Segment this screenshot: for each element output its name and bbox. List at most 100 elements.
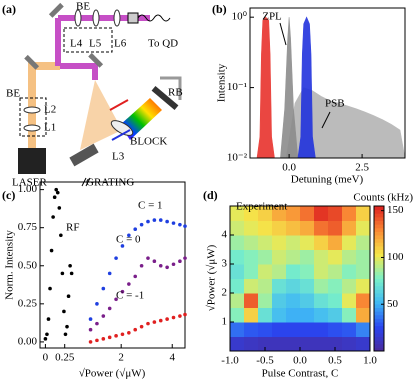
point (146, 256, 150, 260)
point (127, 282, 131, 286)
colorbar-step (374, 213, 384, 218)
colorbar-step (374, 238, 384, 243)
heat-cell (244, 278, 259, 294)
heat-cell (342, 322, 357, 337)
label: RB (168, 87, 183, 99)
colorbar-step (374, 293, 384, 298)
label: L3 (112, 151, 125, 163)
point (152, 259, 157, 263)
mirror (48, 2, 64, 18)
point (158, 218, 163, 222)
point (45, 332, 49, 337)
heat-cell (244, 220, 259, 236)
heat-cell (258, 249, 273, 265)
point (88, 340, 93, 344)
grating (69, 143, 99, 167)
colorbar-step (374, 300, 384, 305)
x-tick-label: 2.5 (355, 162, 369, 174)
heat-cell (286, 235, 301, 250)
y-tick-label: 3 (222, 258, 228, 270)
area (280, 17, 299, 159)
point (146, 321, 150, 326)
axis-break (85, 177, 91, 187)
label: L6 (114, 38, 127, 50)
label: BE (76, 1, 90, 13)
colorbar-step (374, 253, 384, 258)
pointer (321, 111, 331, 129)
lens (92, 9, 100, 27)
heat-cell (272, 293, 287, 308)
point (54, 187, 59, 192)
point (165, 219, 169, 224)
point (139, 324, 144, 329)
heat-cell (230, 322, 245, 337)
lens (113, 9, 121, 27)
point (95, 321, 99, 326)
heat-cell (272, 278, 287, 294)
point (114, 297, 118, 302)
be-box (63, 27, 113, 53)
point (165, 265, 169, 270)
heat-cell (314, 336, 329, 352)
panel-label: (b) (212, 2, 227, 16)
colorbar-tick-label: 100 (387, 251, 404, 263)
label: L5 (89, 38, 102, 50)
heat-cell (286, 206, 301, 221)
heat-cell (356, 220, 371, 236)
heat-cell (258, 206, 273, 221)
series-label: RF (66, 222, 79, 234)
point (51, 215, 55, 219)
heat-cell (272, 307, 287, 323)
point (178, 222, 182, 227)
heat-cell (342, 235, 357, 250)
point (158, 263, 163, 268)
label: BE (6, 88, 20, 100)
point (133, 227, 138, 232)
y-tick-label: 0.50 (18, 259, 38, 271)
y-tick-label: 4 (222, 229, 228, 241)
point (127, 233, 131, 238)
heat-cell (356, 307, 371, 323)
panel-label: (d) (203, 188, 218, 202)
point (178, 259, 182, 263)
heatmap-title: Experiment (236, 201, 287, 213)
x-tick-label: 0.0 (282, 162, 296, 174)
colorbar-step (374, 340, 384, 345)
colorbar-step (374, 231, 384, 236)
setup-diagram: (a) BE L4 L5 L6 To QD BE L2 L1 LASER RB … (2, 1, 183, 189)
colorbar-step (374, 260, 384, 265)
heat-cell (300, 249, 315, 265)
heat-cell (300, 206, 315, 221)
heat-cell (230, 293, 245, 308)
point (183, 224, 187, 228)
heat-cell (314, 249, 329, 265)
point (46, 317, 51, 321)
x-axis-label: Pulse Contrast, C (262, 368, 339, 380)
point (139, 263, 144, 268)
heat-cell (300, 264, 315, 279)
point (59, 233, 63, 238)
point (101, 286, 106, 291)
label: To QD (148, 38, 178, 50)
colorbar-step (374, 347, 384, 352)
lens (74, 9, 82, 27)
y-tick-label: 1.00 (18, 183, 38, 195)
heat-cell (230, 336, 245, 352)
point (57, 206, 62, 210)
heat-cell (272, 249, 287, 265)
point (49, 248, 54, 253)
colorbar-step (374, 282, 384, 287)
heat-cell (328, 264, 343, 279)
point (95, 338, 99, 343)
point (133, 327, 138, 332)
heat-cell (272, 235, 287, 250)
x-tick-label: 2 (118, 352, 124, 364)
heat-cell (258, 322, 273, 337)
heat-cell (272, 220, 287, 236)
mirror (24, 54, 40, 70)
heat-cell (342, 264, 357, 279)
colorbar-step (374, 307, 384, 312)
point (101, 314, 106, 318)
y-tick-label: 0.75 (18, 221, 38, 233)
beam-fan (80, 80, 122, 150)
